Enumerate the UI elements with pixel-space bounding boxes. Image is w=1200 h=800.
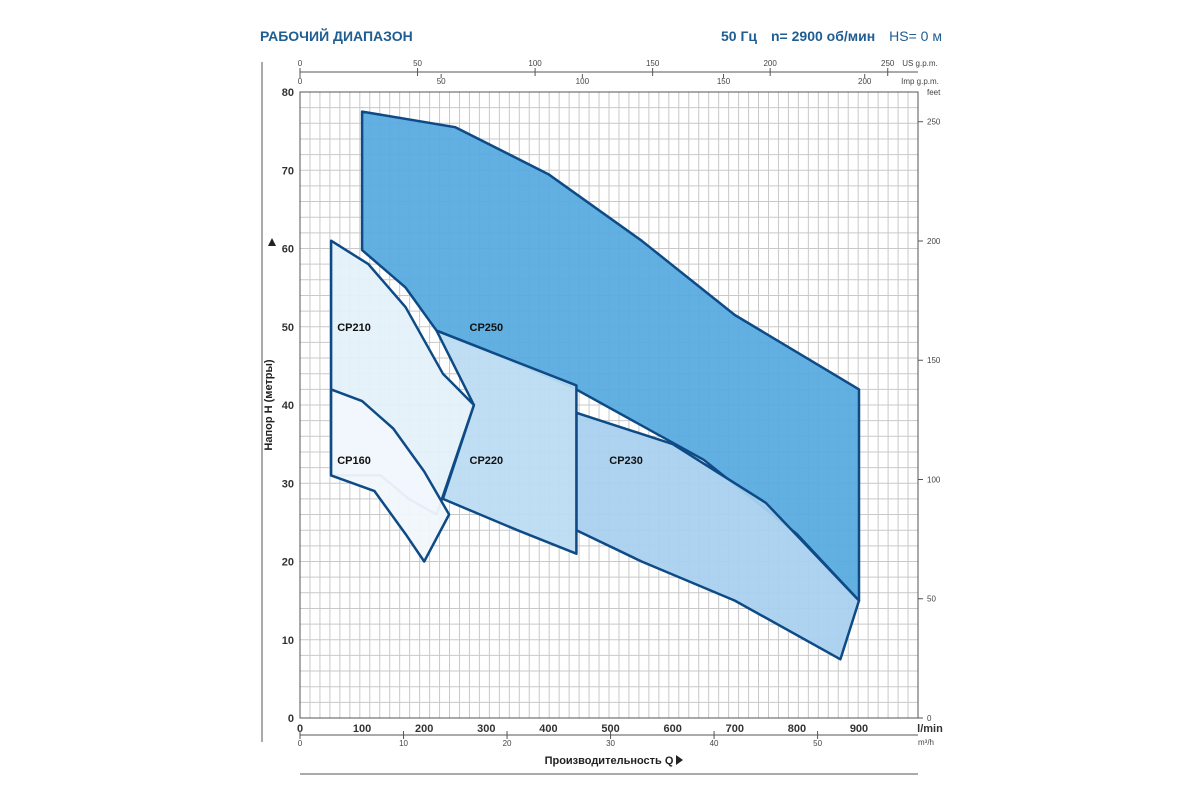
y-tick-label: 60: [282, 244, 294, 256]
m3h-tick-label: 50: [813, 739, 822, 748]
y-tick-label: 50: [282, 322, 294, 334]
feet-tick-label: 0: [927, 714, 932, 723]
imp-gpm-tick-label: 0: [298, 77, 303, 86]
y-tick-label: 80: [282, 87, 294, 99]
us-gpm-tick-label: 250: [881, 59, 895, 68]
y-axis-title-arrow: [268, 238, 276, 246]
x-tick-label: 500: [601, 723, 619, 735]
m3h-tick-label: 20: [503, 739, 512, 748]
x-tick-label: 600: [663, 723, 681, 735]
m3h-tick-label: 0: [298, 739, 303, 748]
x-tick-label: 900: [850, 723, 868, 735]
y-tick-label: 30: [282, 478, 294, 490]
us-gpm-tick-label: 50: [413, 59, 422, 68]
region-label-cp160: CP160: [337, 455, 371, 467]
region-labels: CP250 CP230 CP220 CP210 CP160: [337, 322, 643, 467]
region-label-cp250: CP250: [470, 322, 504, 334]
feet-tick-label: 100: [927, 475, 941, 484]
chart-title: РАБОЧИЙ ДИАПАЗОН: [260, 28, 413, 44]
imp-gpm-tick-label: 100: [576, 77, 590, 86]
y-tick-label: 20: [282, 557, 294, 569]
frequency-label: 50 Гц: [720, 28, 757, 44]
y-tick-label: 40: [282, 400, 294, 412]
imp-gpm-tick-label: 200: [858, 77, 872, 86]
feet-tick-label: 150: [927, 356, 941, 365]
speed-label: n= 2900 об/мин: [771, 28, 876, 44]
x-tick-label: 0: [297, 723, 303, 735]
m3h-unit-label: m³/h: [918, 738, 934, 747]
us-gpm-tick-label: 150: [646, 59, 660, 68]
x-tick-label: 700: [726, 723, 744, 735]
x-tick-label: 100: [353, 723, 371, 735]
x-tick-label: 400: [539, 723, 557, 735]
imp-gpm-unit-label: Imp g.p.m.: [901, 77, 939, 86]
region-cp160: [329, 388, 451, 563]
us-gpm-tick-label: 200: [763, 59, 777, 68]
us-gpm-unit-label: US g.p.m.: [902, 59, 938, 68]
feet-tick-label: 200: [927, 237, 941, 246]
pump-regions: [329, 110, 861, 661]
operating-conditions: 50 Гц n= 2900 об/мин HS= 0 м: [721, 28, 942, 44]
m3h-tick-label: 10: [399, 739, 408, 748]
x-axis-title-arrow: [676, 755, 683, 765]
suction-height-label: HS= 0 м: [889, 28, 942, 44]
y-tick-label: 0: [288, 713, 294, 725]
y-tick-label: 10: [282, 635, 294, 647]
region-label-cp220: CP220: [470, 455, 504, 467]
region-label-cp210: CP210: [337, 322, 371, 334]
y-axis-title: Напор H (метры): [263, 359, 275, 450]
imp-gpm-tick-label: 50: [437, 77, 446, 86]
plot-frame: [299, 91, 919, 719]
y-tick-label: 70: [282, 165, 294, 177]
m3h-tick-label: 40: [710, 739, 719, 748]
us-gpm-tick-label: 0: [298, 59, 303, 68]
plot-border: [299, 91, 919, 719]
x-tick-label: 200: [415, 723, 433, 735]
feet-tick-label: 250: [927, 118, 941, 127]
x-unit-label: l/min: [917, 723, 943, 735]
x-tick-label: 300: [477, 723, 495, 735]
us-gpm-tick-label: 100: [528, 59, 542, 68]
feet-unit-label: feet: [927, 88, 941, 97]
imp-gpm-tick-label: 150: [717, 77, 731, 86]
feet-tick-label: 50: [927, 595, 936, 604]
m3h-tick-label: 30: [606, 739, 615, 748]
region-label-cp230: CP230: [609, 455, 643, 467]
x-tick-label: 800: [788, 723, 806, 735]
region-cp230: [575, 411, 861, 661]
x-axis-title: Производительность Q: [545, 755, 674, 767]
